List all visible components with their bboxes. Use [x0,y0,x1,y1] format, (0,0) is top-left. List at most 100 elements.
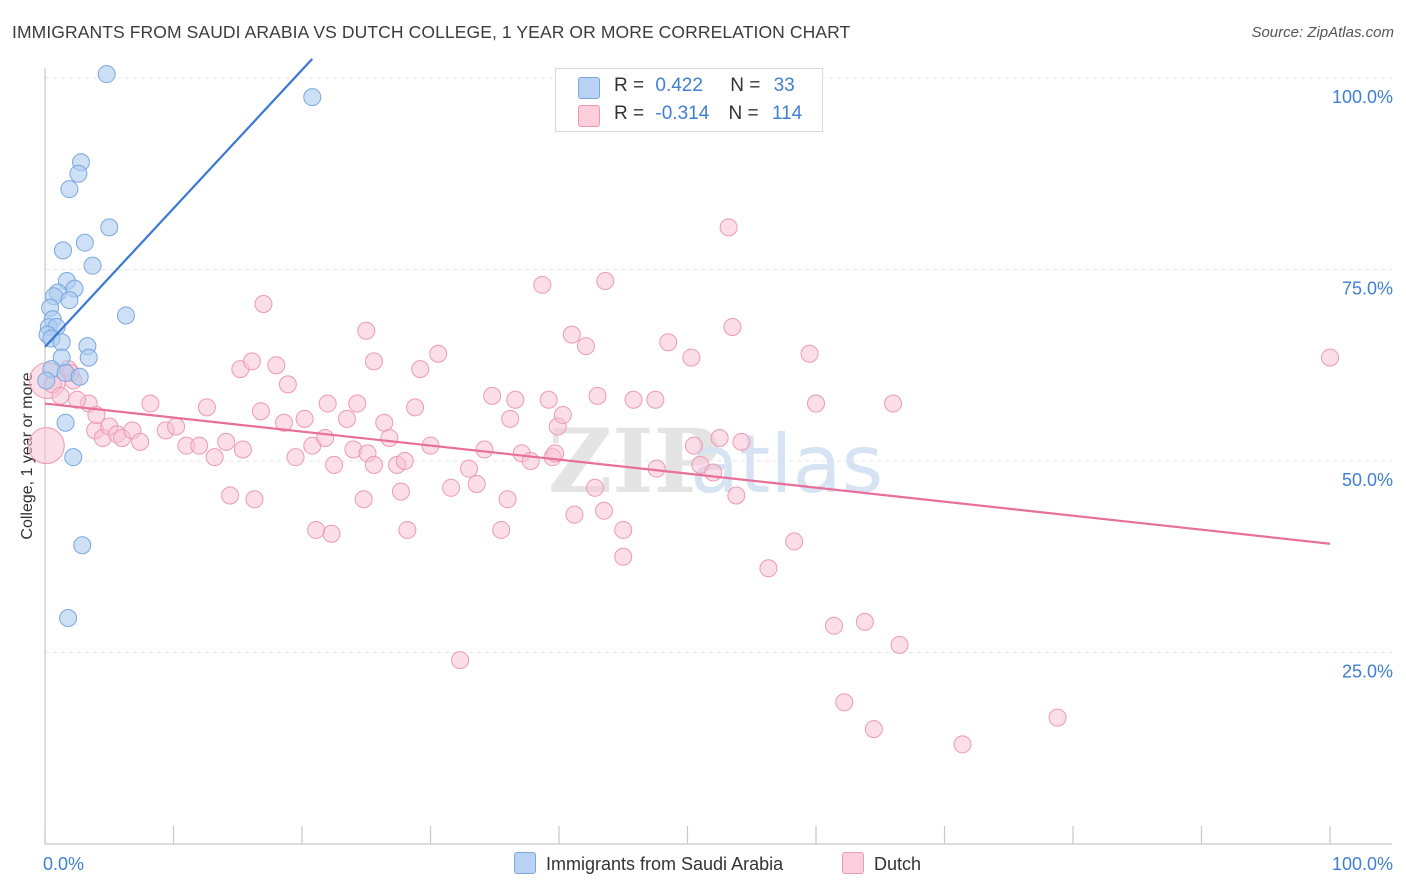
dutch-point-45 [357,321,376,340]
saudi-point-15 [116,306,135,325]
dutch-point-75 [562,325,581,344]
dutch-point-29 [275,413,294,432]
dutch-point-106 [884,394,903,413]
dutch-point-42 [354,490,373,509]
x-tick-label-0: 0.0% [43,854,84,874]
dutch-point-46 [364,352,383,371]
legend-n-value-dutch: 114 [771,103,803,124]
saudi-point-6 [75,233,94,252]
dutch-point-37 [325,455,344,474]
dutch-point-76 [565,505,584,524]
dutch-point-31 [286,448,305,467]
saudi-point-27 [70,367,89,386]
dutch-point-50 [395,452,414,470]
dutch-point-54 [411,360,430,379]
dutch-point-18 [197,398,216,417]
trend-lines [44,58,1331,545]
y-tick-label-1: 50.0% [1342,470,1393,490]
legend-r-value-saudi: 0.422 [655,75,703,96]
bottom-legend-dutch: Dutch [842,852,921,875]
saudi-points [37,65,322,628]
dutch-point-35 [316,429,335,448]
dutch-point-62 [483,386,502,405]
dutch-point-66 [506,390,525,409]
dutch-point-21 [221,486,240,505]
dutch-point-91 [704,463,723,482]
saudi-point-8 [83,256,102,275]
dutch-point-59 [460,459,479,478]
y-tick-label-3: 100.0% [1332,87,1393,107]
legend-r-value-dutch: -0.314 [655,103,710,124]
dutch-point-61 [475,440,494,459]
bottom-legend-swatch-saudi [514,852,536,874]
legend-n-label: N = [730,75,761,96]
dutch-point-83 [614,547,633,566]
dutch-point-69 [533,275,552,294]
dutch-point-109 [1321,348,1339,367]
dutch-point-36 [322,524,341,543]
dutch-point-12 [131,432,150,451]
dutch-point-48 [380,429,399,448]
dutch-point-38 [318,394,337,413]
saudi-point-32 [59,609,78,628]
dutch-point-99 [800,344,819,363]
dutch-point-34 [307,520,326,539]
dutch-point-58 [451,651,470,670]
dutch-point-52 [398,520,417,539]
dutch-point-85 [646,390,665,409]
dutch-point-89 [684,436,703,455]
dutch-point-63 [492,520,511,539]
saudi-point-5 [100,218,119,237]
dutch-point-1 [27,427,65,465]
dutch-point-97 [759,559,778,578]
dutch-point-74 [553,406,572,425]
legend-swatch-saudi [578,77,600,99]
dutch-point-80 [594,501,613,520]
saudi-point-4 [60,180,79,199]
dutch-point-104 [864,720,883,739]
dutch-point-65 [501,409,520,428]
dutch-point-72 [546,444,565,463]
dutch-point-28 [267,356,286,375]
dutch-point-102 [835,693,854,712]
dutch-point-70 [539,390,558,409]
dutch-point-17 [190,436,209,455]
dutch-point-81 [596,271,615,290]
dutch-point-51 [391,482,410,501]
bottom-legend-label-dutch: Dutch [874,854,922,874]
dutch-point-57 [442,478,461,497]
dutch-point-96 [732,432,751,451]
legend-r-label: R = [614,75,645,96]
saudi-trend-line [44,58,314,348]
dutch-trend-line [44,402,1331,545]
dutch-point-87 [659,333,678,352]
dutch-point-47 [375,413,394,432]
dutch-point-93 [719,218,738,237]
dutch-point-19 [205,448,224,467]
zipatlas-watermark: ZIP atlas [548,409,883,513]
dutch-point-41 [348,394,367,413]
dutch-point-20 [217,432,236,451]
correlation-legend: R = 0.422 N = 33 R = -0.314 N = 114 [555,68,823,132]
source-credit: Source: ZipAtlas.com [1251,24,1394,41]
legend-n-value-saudi: 33 [773,75,795,96]
tick-labels: 25.0% 50.0% 75.0% 100.0% 0.0% 100.0% [43,87,1393,874]
dutch-point-24 [242,352,261,371]
saudi-point-23 [79,348,98,367]
dutch-point-111 [51,386,70,405]
bottom-legend-swatch-dutch [842,852,864,874]
dutch-point-64 [498,490,517,509]
dutch-point-101 [824,616,843,635]
dutch-point-107 [953,735,972,754]
dutch-point-39 [337,409,356,428]
bottom-legend-label-saudi: Immigrants from Saudi Arabia [546,854,784,874]
dutch-point-78 [588,386,607,405]
dutch-point-113 [87,406,106,425]
dutch-point-30 [278,375,297,394]
saudi-point-31 [73,536,92,555]
dutch-point-95 [727,486,746,505]
dutch-point-15 [167,417,186,436]
dutch-point-94 [723,317,742,336]
saudi-point-1 [303,88,322,107]
